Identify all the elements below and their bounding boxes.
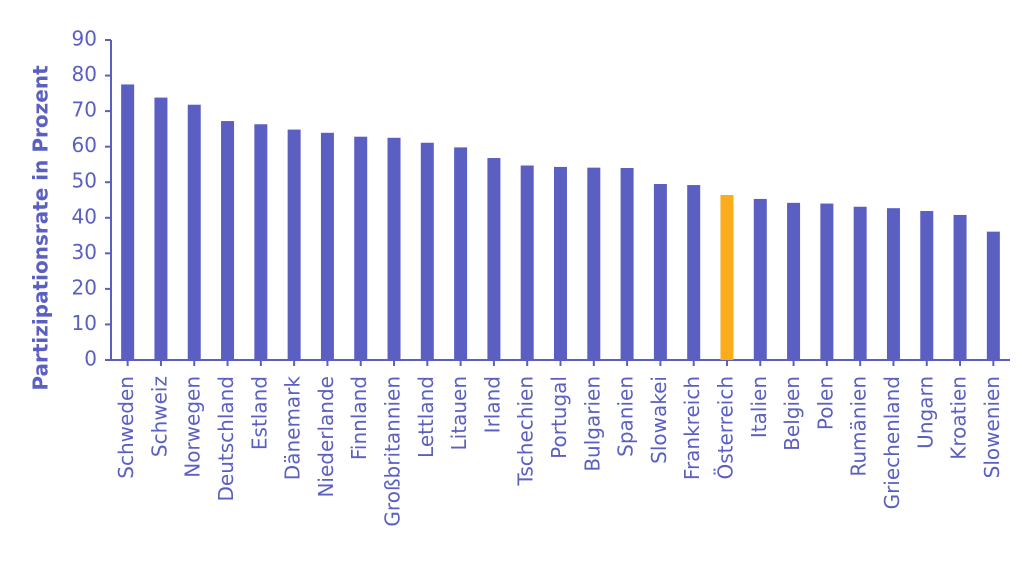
bar-Slowakei <box>653 184 667 360</box>
x-tick-label: Estland <box>247 376 271 450</box>
bar-Slowenien <box>986 231 1000 360</box>
x-tick-label: Griechenland <box>880 376 904 509</box>
bar-Ungarn <box>920 211 934 360</box>
x-tick-label: Schweiz <box>147 376 171 457</box>
x-tick-label: Ungarn <box>913 376 937 449</box>
x-tick-label: Kroatien <box>947 376 971 460</box>
x-tick-label: Polen <box>813 376 837 430</box>
bar-Dänemark <box>287 129 301 360</box>
bar-Griechenland <box>886 208 900 360</box>
bar-Portugal <box>554 166 567 360</box>
x-tick-label: Frankreich <box>680 376 704 480</box>
y-tick-label: 30 <box>72 240 97 264</box>
x-tick-label: Schweden <box>114 376 138 479</box>
x-tick-labels: Schweden Schweiz Norwegen Deutschland Estlan… <box>114 376 1004 527</box>
y-tick-label: 0 <box>84 347 97 371</box>
y-tick-label: 20 <box>72 275 97 299</box>
bar-Belgien <box>787 202 801 360</box>
bar-Schweden <box>121 84 135 360</box>
bar-Tschechien <box>520 165 534 360</box>
x-tick-label: Österreich <box>713 376 737 480</box>
bar-Estland <box>254 124 268 361</box>
x-tick-label: Deutschland <box>214 376 238 502</box>
x-tick-label: Rumänien <box>847 376 871 477</box>
x-tick-label: Dänemark <box>281 376 305 481</box>
bar-Litauen <box>454 147 468 360</box>
bars <box>121 84 1000 361</box>
y-tick-label: 60 <box>72 133 97 157</box>
bar-Lettland <box>420 142 434 360</box>
x-tick-label: Finnland <box>347 376 371 460</box>
bar-Großbritannien <box>387 137 401 360</box>
x-tick-label: Belgien <box>780 376 804 451</box>
y-tick-label: 50 <box>72 169 97 193</box>
x-tick-label: Italien <box>747 376 771 438</box>
bar-Bulgarien <box>587 167 601 360</box>
bar-Italien <box>753 198 767 360</box>
bar-Irland <box>487 158 501 360</box>
bar-Rumänien <box>853 206 867 360</box>
y-axis-title: Partizipationsrate in Prozent <box>29 65 53 391</box>
bar-Österreich <box>720 195 734 360</box>
bar-Norwegen <box>187 104 201 361</box>
x-tick-label: Portugal <box>547 376 571 459</box>
y-tick-label: 70 <box>72 98 97 122</box>
y-tick-label: 90 <box>72 27 97 51</box>
x-tick-label: Irland <box>480 376 504 433</box>
x-tick-label: Litauen <box>447 376 471 450</box>
bar-Niederlande <box>320 132 334 360</box>
bar-Finnland <box>354 136 368 360</box>
x-tick-label: Großbritannien <box>381 376 405 527</box>
bar-Spanien <box>620 168 634 360</box>
x-tick-label: Spanien <box>614 376 638 457</box>
bar-Frankreich <box>687 185 701 360</box>
bar-Kroatien <box>953 214 967 360</box>
y-tick-label: 80 <box>72 62 97 86</box>
x-tick-label: Slowenien <box>980 376 1004 478</box>
bar-Polen <box>820 203 834 360</box>
bar-Schweiz <box>154 97 168 360</box>
y-tick-labels: 0 10 20 30 40 50 60 70 80 90 <box>72 27 97 371</box>
x-tick-label: Bulgarien <box>580 376 604 472</box>
y-tick-label: 40 <box>72 204 97 228</box>
x-tick-label: Niederlande <box>314 376 338 498</box>
bar-Deutschland <box>221 121 235 360</box>
x-tick-label: Norwegen <box>181 376 205 478</box>
y-tick-label: 10 <box>72 311 97 335</box>
x-tick-label: Lettland <box>414 376 438 458</box>
x-tick-label: Slowakei <box>647 376 671 464</box>
y-axis-title-group: Partizipationsrate in Prozent <box>29 65 53 391</box>
x-tick-label: Tschechien <box>514 376 538 487</box>
